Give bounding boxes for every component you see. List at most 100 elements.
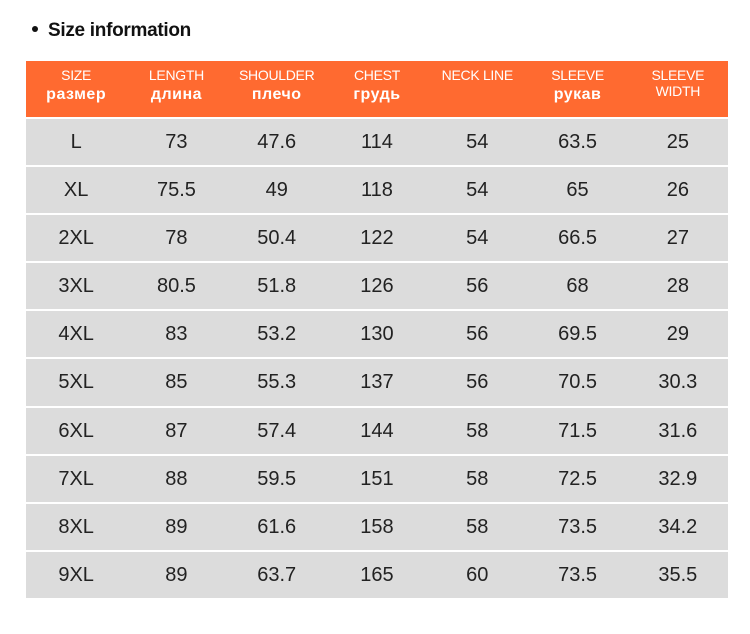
table-cell: 55.3	[257, 371, 297, 394]
table-cell: 26	[666, 179, 689, 202]
section-title: Size information	[32, 20, 191, 42]
table-cell: 30.3	[658, 371, 698, 394]
title-text: Size information	[48, 20, 191, 41]
table-cell: 51.8	[257, 275, 297, 298]
table-cell: 87	[165, 419, 188, 442]
header-cell: LENGTH длина	[126, 61, 226, 117]
table-cell: 4XL	[58, 323, 94, 346]
header-row: SIZE размер LENGTH длина SHOULDER плечо CHEST г…	[26, 61, 728, 117]
header-cell: SLEEVE WIDTH	[628, 61, 728, 117]
table-row: 4XL 83 53.2 130 56 69.5 29	[26, 311, 728, 358]
table-cell: 126	[360, 275, 394, 298]
table-cell: 69.5	[558, 323, 598, 346]
table-cell: 114	[361, 131, 393, 153]
table-row: 5XL 85 55.3 137 56 70.5 30.3	[26, 359, 728, 406]
table-row: 6XL 87 57.4 144 58 71.5 31.6	[26, 407, 728, 454]
table-cell: 49	[265, 179, 288, 202]
table-cell: 9XL	[58, 563, 94, 586]
table-cell: 56	[466, 275, 489, 298]
table-cell: 137	[360, 371, 394, 394]
table-cell: 73.5	[558, 563, 598, 586]
header-cell: SLEEVE рукав	[527, 61, 627, 117]
table-cell: 2XL	[58, 227, 94, 250]
table-row: 3XL 80.5 51.8 126 56 68 28	[26, 263, 728, 310]
table-cell: 118	[361, 179, 393, 202]
table-cell: 58	[466, 515, 489, 538]
table-cell: 165	[360, 563, 394, 586]
table-cell: 60	[466, 563, 489, 586]
header-label: SIZE	[61, 67, 92, 83]
table-cell: 7XL	[58, 467, 94, 490]
table-cell: 59.5	[257, 467, 297, 490]
table-cell: 151	[360, 467, 394, 490]
table-cell: 66.5	[558, 227, 598, 250]
header-label: SLEEVE WIDTH	[651, 67, 705, 99]
table-cell: 5XL	[58, 371, 94, 394]
header-label: SLEEVE	[551, 67, 604, 83]
header-cell: CHEST грудь	[327, 61, 427, 117]
table-cell: 88	[165, 467, 188, 490]
header-label: LENGTH	[148, 67, 204, 83]
table-cell: 70.5	[558, 371, 598, 394]
table-cell: 72.5	[558, 467, 598, 490]
table-cell: 65	[566, 179, 589, 202]
header-label-ru: длина	[150, 86, 203, 103]
table-row: 8XL 89 61.6 158 58 73.5 34.2	[26, 503, 728, 550]
table-cell: 83	[165, 323, 188, 346]
header-label: NECK LINE	[441, 67, 514, 83]
header-label-ru: плечо	[251, 86, 302, 103]
table-cell: 63.5	[558, 131, 598, 153]
table-row: XL 75.5 49 118 54 65 26	[26, 167, 728, 214]
table-row: 9XL 89 63.7 165 60 73.5 35.5	[26, 551, 728, 598]
header-cell: SHOULDER плечо	[227, 61, 327, 117]
table-cell: 31.6	[658, 419, 698, 442]
table-cell: 29	[666, 323, 689, 346]
table-cell: 6XL	[58, 419, 94, 442]
table-cell: 73	[165, 131, 188, 153]
table-cell: 63.7	[257, 563, 297, 586]
table-cell: 56	[466, 323, 489, 346]
table-cell: 85	[165, 371, 188, 394]
table-cell: 53.2	[257, 323, 297, 346]
table-cell: 3XL	[58, 275, 94, 298]
table-cell: 35.5	[658, 563, 698, 586]
header-label: SHOULDER	[239, 67, 315, 83]
table-row: 7XL 88 59.5 151 58 72.5 32.9	[26, 455, 728, 502]
table-cell: 57.4	[257, 419, 297, 442]
table-cell: 61.6	[257, 515, 297, 538]
table-cell: 158	[360, 515, 394, 538]
table-cell: 32.9	[658, 467, 698, 490]
header-cell: SIZE размер	[26, 61, 126, 117]
table-cell: 73.5	[558, 515, 598, 538]
table-cell: 54	[466, 227, 489, 250]
table-cell: 54	[466, 179, 489, 202]
header-cell: NECK LINE	[427, 61, 527, 117]
table-cell: 80.5	[156, 275, 196, 298]
table-cell: 34.2	[658, 515, 698, 538]
table-cell: 68	[566, 275, 589, 298]
table-cell: 25	[666, 131, 689, 153]
table-cell: 89	[165, 563, 188, 586]
table-cell: 89	[165, 515, 188, 538]
table-cell: 78	[165, 227, 188, 250]
header-label-ru: рукав	[553, 86, 602, 103]
table-cell: 28	[666, 275, 689, 298]
table-cell: 58	[466, 467, 489, 490]
header-label-ru: размер	[46, 86, 107, 103]
table-cell: 47.6	[257, 131, 297, 153]
table-cell: 75.5	[156, 179, 196, 202]
table-cell: 54	[466, 131, 489, 153]
table-row: 2XL 78 50.4 122 54 66.5 27	[26, 215, 728, 262]
header-label: CHEST	[354, 67, 400, 83]
table-cell: 50.4	[257, 227, 297, 250]
table-cell: 122	[360, 227, 394, 250]
table-cell: L	[70, 131, 82, 153]
table-cell: 144	[360, 419, 394, 442]
table-cell: 56	[466, 371, 489, 394]
table-cell: 58	[466, 419, 489, 442]
table-cell: 8XL	[58, 515, 94, 538]
table-row: L 73 47.6 114 54 63.5 25	[26, 119, 728, 166]
header-label-ru: грудь	[353, 86, 401, 103]
table-cell: 130	[360, 323, 394, 346]
